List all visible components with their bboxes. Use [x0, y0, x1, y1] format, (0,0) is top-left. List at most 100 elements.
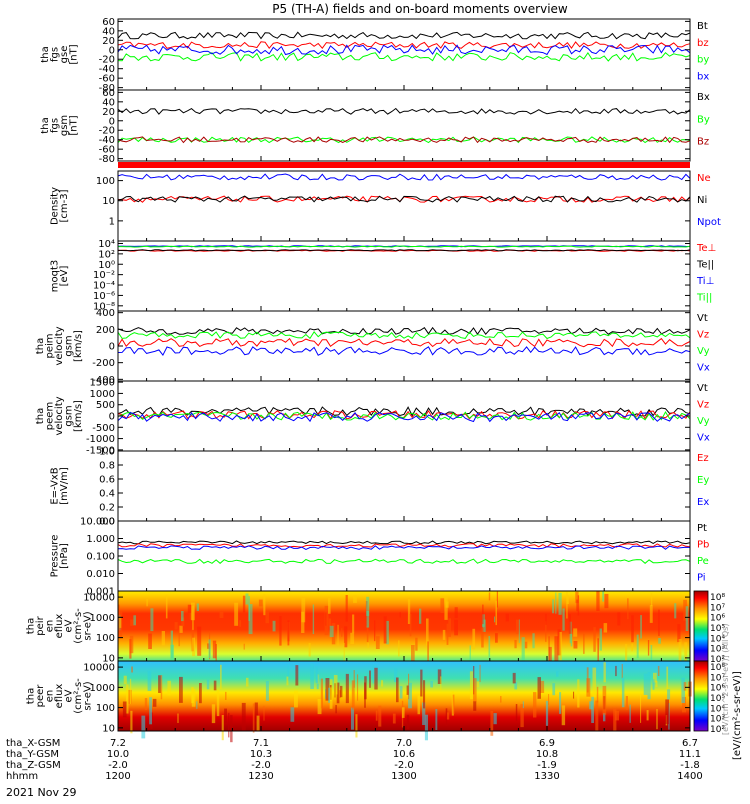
- peir-spectrogram-pixel: [555, 592, 557, 614]
- peir-spectrogram-pixel: [287, 620, 290, 646]
- peir-spectrogram-pixel: [367, 642, 370, 648]
- peir-spectrogram-pixel: [265, 611, 269, 624]
- peir-spectrogram-pixel: [248, 604, 253, 635]
- fgs-gse-legend-bx: bx: [697, 71, 709, 82]
- peir-spectrogram-pixel: [170, 644, 174, 665]
- peir-spectrogram-pixel: [554, 636, 559, 661]
- density-ylabel-line: [cm-3]: [59, 189, 70, 222]
- peer-spectrogram-pixel: [221, 715, 224, 741]
- fgs-gsm-ylabel-line: [nT]: [68, 115, 79, 135]
- peer-spectrogram-pixel: [681, 677, 685, 703]
- pressure-series-Pi: [117, 545, 691, 550]
- peer-spectrogram-pixel: [469, 671, 473, 700]
- peir-spectrogram-pixel: [558, 592, 562, 615]
- peer-spectrogram-colorbar-tick: 10⁴: [710, 704, 725, 714]
- fgs-gse-series-by: [117, 51, 691, 62]
- temperature-legend-Ti⊥: Ti⊥: [696, 276, 714, 287]
- peer-spectrogram-pixel: [561, 705, 566, 726]
- peir-spectrogram-pixel: [446, 623, 449, 645]
- e-field-legend-Ex: Ex: [697, 497, 709, 508]
- peer-spectrogram-pixel: [230, 715, 233, 743]
- peer-spectrogram-pixel: [374, 667, 378, 690]
- peir-spectrogram-pixel: [312, 604, 315, 635]
- fgs-gsm-tick-label: -80: [99, 154, 115, 165]
- peir-spectrogram-pixel: [488, 636, 491, 658]
- peir-spectrogram-pixel: [505, 613, 509, 622]
- peir-spectrogram-colorbar-tick: 10⁷: [710, 603, 725, 613]
- peer-spectrogram-pixel: [152, 698, 157, 707]
- panel-density: Ne Ni Npot 100 10 1 Density[cm-3]: [49, 170, 721, 242]
- pressure-series-Pe: [117, 558, 691, 564]
- axis-row-label: tha_X-GSM: [6, 738, 60, 749]
- panel-stack: Btbzbybx6040200-20-40-60-80thafgsgse[nT]…: [26, 17, 725, 743]
- peir-spectrogram-pixel: [683, 599, 687, 621]
- axis-row-label: tha_Y-GSM: [6, 749, 59, 760]
- peer-spectrogram-pixel: [130, 710, 133, 734]
- peir-spectrogram-pixel: [165, 594, 168, 619]
- peer-spectrogram-pixel: [220, 664, 222, 689]
- peem-velocity-tick-label: 1500: [90, 378, 115, 389]
- peem-velocity-legend-Vx: Vx: [697, 433, 710, 444]
- peer-spectrogram-pixel: [177, 713, 179, 723]
- peer-spectrogram-pixel: [158, 675, 161, 693]
- peer-spectrogram-ylabel-line: eV: [64, 689, 75, 702]
- peer-spectrogram-tick-label: 10000: [83, 663, 115, 674]
- pressure-frame: [117, 520, 691, 592]
- peer-spectrogram-pixel: [666, 666, 669, 690]
- peir-spectrogram-pixel: [469, 645, 471, 671]
- peer-spectrogram-pixel: [369, 670, 371, 688]
- peir-spectrogram-pixel: [148, 633, 152, 649]
- peer-spectrogram-pixel: [452, 694, 455, 714]
- fgs-gsm-ylabel-line: fgs: [49, 118, 60, 133]
- peer-spectrogram-pixel: [375, 710, 378, 721]
- peer-spectrogram-pixel: [515, 704, 518, 722]
- temperature-tick-label: 10²: [98, 249, 115, 260]
- peem-velocity-ylabel-line: [km/s]: [73, 400, 84, 432]
- peim-velocity-ylabel-line: [km/s]: [73, 330, 84, 362]
- peer-spectrogram-pixel: [657, 665, 660, 676]
- e-field-legend-Ey: Ey: [697, 475, 709, 486]
- pressure-tick-label: 0.010: [86, 569, 115, 580]
- peir-spectrogram-pixel: [419, 608, 422, 624]
- peer-spectrogram-pixel: [514, 682, 518, 690]
- peim-velocity-tick-label: -400: [92, 375, 115, 386]
- figure-title: P5 (TH-A) fields and on-board moments ov…: [272, 2, 568, 16]
- peer-spectrogram-pixel: [577, 679, 580, 708]
- peer-spectrogram-pixel: [437, 669, 442, 684]
- peer-spectrogram-pixel: [603, 662, 606, 683]
- peer-spectrogram-pixel: [473, 701, 477, 711]
- e-field-tick-label: 0.0: [99, 517, 115, 528]
- peir-spectrogram-pixel: [119, 617, 122, 628]
- peim-velocity-legend-Vx: Vx: [697, 363, 710, 374]
- axis-row-value: 7.0: [396, 738, 412, 749]
- peer-spectrogram-pixel: [225, 691, 227, 700]
- peer-spectrogram-pixel: [290, 707, 295, 722]
- peir-spectrogram-pixel: [324, 605, 329, 636]
- pressure-series-Pt: [117, 540, 691, 545]
- peem-velocity-ylabel-line: tha: [35, 408, 46, 424]
- temperature-ylabel-line: [eV]: [59, 266, 70, 287]
- peer-spectrogram-pixel: [211, 704, 216, 724]
- peir-spectrogram-pixel: [178, 625, 180, 647]
- peir-spectrogram-pixel: [631, 643, 633, 652]
- peer-spectrogram-pixel: [479, 664, 481, 683]
- fgs-gse-tick-label: 0: [109, 45, 115, 56]
- peir-spectrogram-pixel: [650, 593, 653, 606]
- peer-spectrogram-pixel: [149, 697, 152, 725]
- e-field-ylabel-line: [mV/m]: [59, 467, 70, 505]
- peer-spectrogram-pixel: [381, 680, 384, 687]
- peir-spectrogram-pixel: [674, 603, 677, 619]
- peir-spectrogram-colorbar-tick: 10³: [710, 645, 725, 655]
- peir-spectrogram-pixel: [518, 619, 520, 643]
- density-legend-Npot: Npot: [697, 217, 721, 228]
- peem-velocity-tick-label: 500: [96, 400, 115, 411]
- peir-spectrogram-pixel: [170, 630, 173, 658]
- peir-spectrogram-pixel: [219, 611, 224, 618]
- e-field-tick-label: 0.6: [99, 475, 115, 486]
- peer-spectrogram-pixel: [603, 713, 606, 722]
- peem-velocity-frame: [117, 380, 691, 452]
- pressure-legend-Pe: Pe: [697, 556, 709, 567]
- peer-spectrogram-pixel: [316, 674, 319, 690]
- peir-spectrogram-pixel: [243, 643, 245, 650]
